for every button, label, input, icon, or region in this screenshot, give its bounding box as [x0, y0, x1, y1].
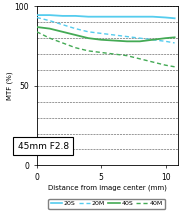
Text: 45mm F2.8: 45mm F2.8: [18, 142, 69, 151]
X-axis label: Distance from image center (mm): Distance from image center (mm): [48, 185, 167, 191]
Y-axis label: MTF (%): MTF (%): [7, 71, 13, 100]
Legend: 20S, 20M, 40S, 40M: 20S, 20M, 40S, 40M: [48, 198, 165, 209]
